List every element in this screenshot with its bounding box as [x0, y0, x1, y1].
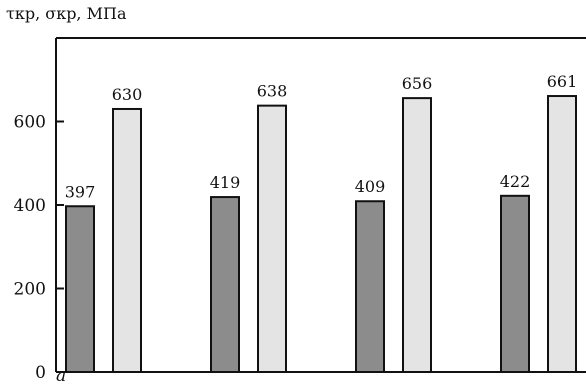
bar	[257, 104, 287, 373]
y-ticks: 0 200 400 600	[14, 113, 64, 383]
bar	[210, 196, 240, 373]
bar-value-label: 409	[355, 177, 386, 196]
panel-label: а	[56, 366, 67, 386]
value-labels: 397 419 409 422 630 638 656 661	[65, 72, 578, 201]
bar-value-label: 419	[210, 173, 241, 192]
y-tick-label: 400	[14, 196, 46, 216]
bar	[402, 97, 432, 374]
bar	[65, 205, 95, 373]
y-axis-label: τкр, σкр, МПа	[6, 4, 127, 23]
y-tick-label: 0	[35, 363, 46, 383]
bar-value-label: 397	[65, 182, 96, 201]
bar-value-label: 630	[112, 85, 143, 104]
bars	[65, 95, 577, 374]
bar-value-label: 656	[402, 74, 433, 93]
bar-value-label: 422	[500, 172, 531, 191]
bar	[112, 107, 142, 373]
y-tick-label: 200	[14, 280, 46, 300]
bar	[355, 200, 385, 373]
bar-value-label: 661	[547, 72, 578, 91]
bar	[500, 194, 530, 373]
bar-value-label: 638	[257, 82, 288, 101]
bar	[547, 95, 577, 373]
y-tick-label: 600	[14, 113, 46, 133]
